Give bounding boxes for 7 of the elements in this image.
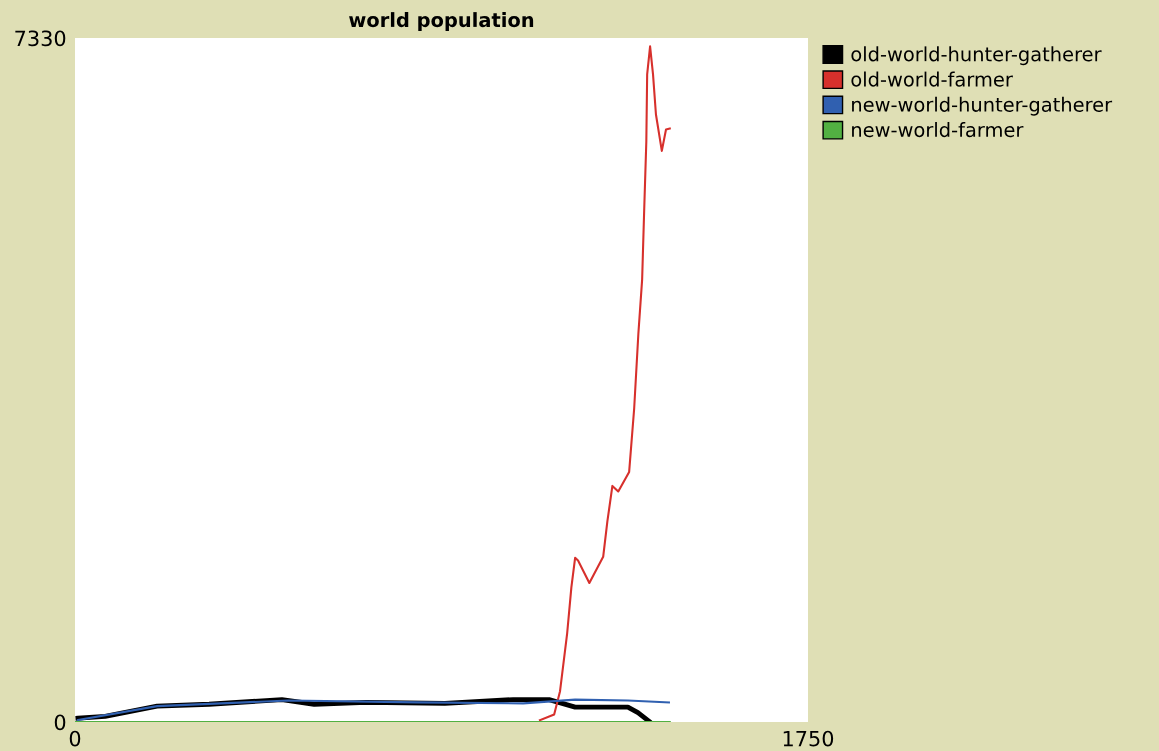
chart-title: world population [349,12,534,31]
legend-label: new-world-hunter-gatherer [852,96,1113,116]
legend-label: new-world-farmer [852,122,1024,138]
x-tick-label: 1750 [783,730,834,747]
legend-label: old-world-farmer [851,71,1013,87]
legend-label: old-world-hunter-gatherer [851,46,1102,66]
y-tick-label: 7330 [15,30,66,47]
